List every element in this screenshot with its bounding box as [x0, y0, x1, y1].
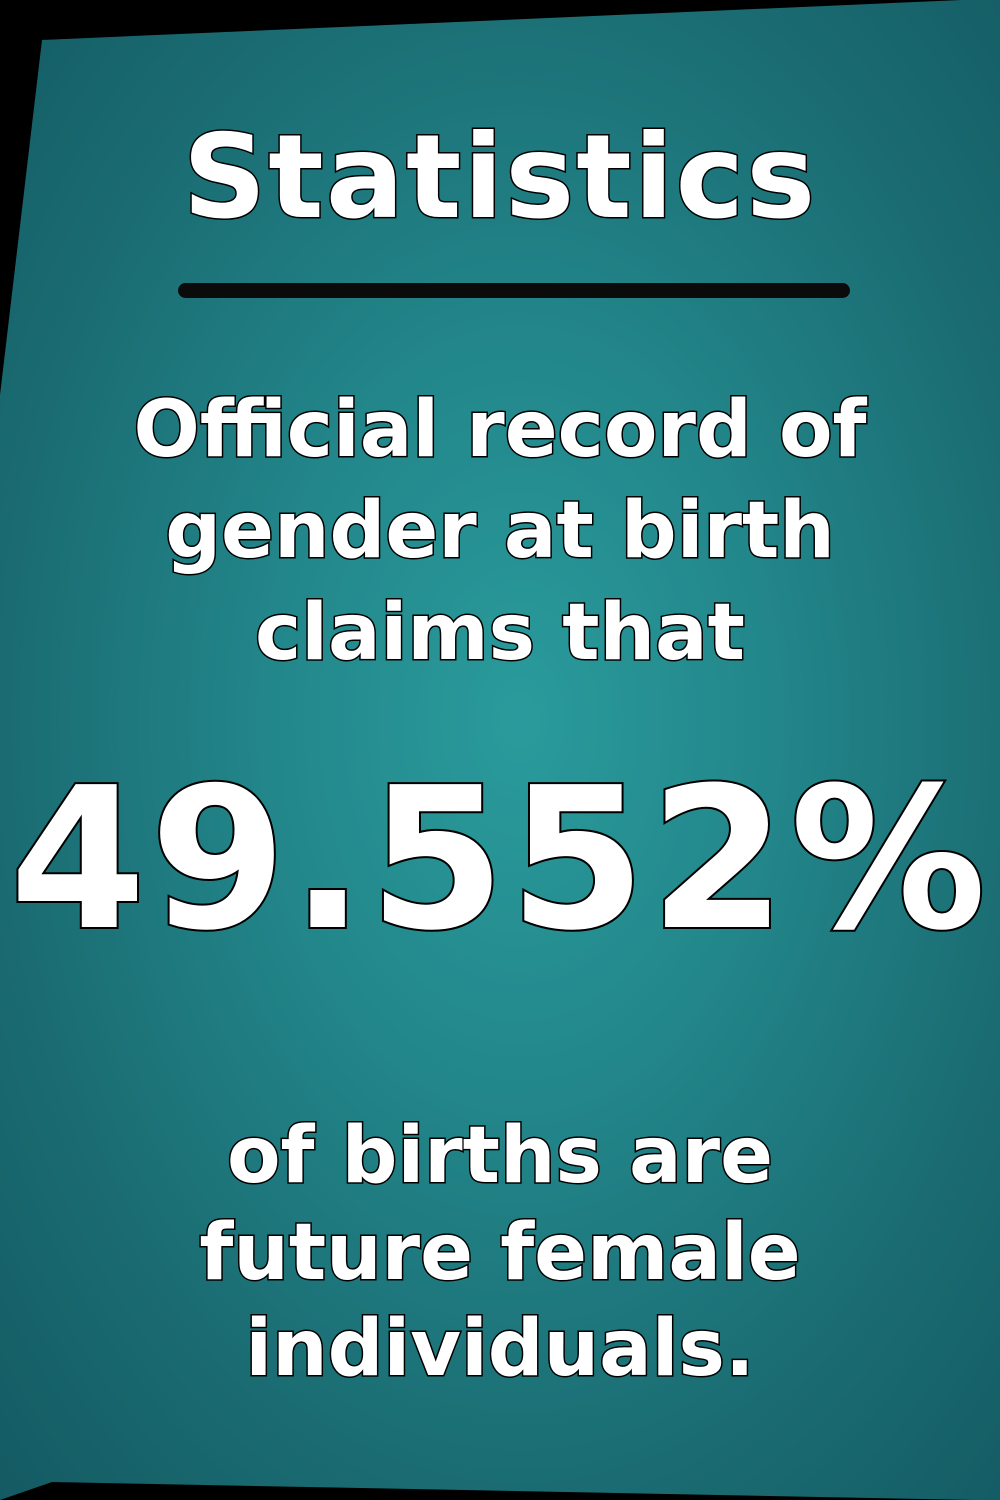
intro-line: gender at birth: [40, 481, 960, 582]
intro-text: Official record of gender at birth claim…: [40, 380, 960, 684]
outro-line: of births are: [40, 1108, 960, 1205]
intro-line: Official record of: [40, 380, 960, 481]
title-underline: [178, 283, 850, 298]
page-title: Statistics: [0, 120, 1000, 236]
statistic-value: 49.552%: [0, 762, 1000, 958]
outro-line: future female: [40, 1205, 960, 1302]
outro-text: of births are future female individuals.: [40, 1108, 960, 1398]
intro-line: claims that: [40, 583, 960, 684]
outro-line: individuals.: [40, 1301, 960, 1398]
